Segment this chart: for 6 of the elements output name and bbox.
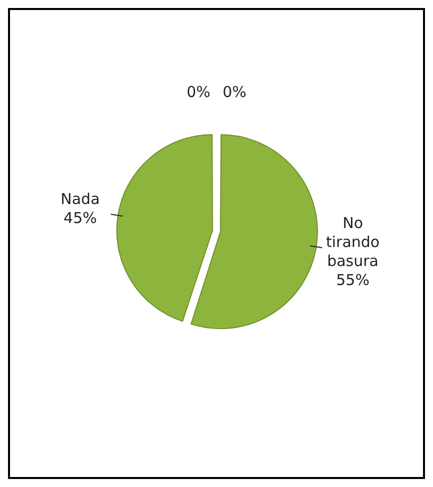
data-label: 55% [336, 270, 370, 289]
slice-label: No tirando basura [326, 214, 380, 270]
data-label: 45% [64, 208, 97, 227]
text: 0% [222, 82, 246, 101]
slice-label: Nada [60, 190, 100, 208]
text: 0% [186, 82, 210, 101]
